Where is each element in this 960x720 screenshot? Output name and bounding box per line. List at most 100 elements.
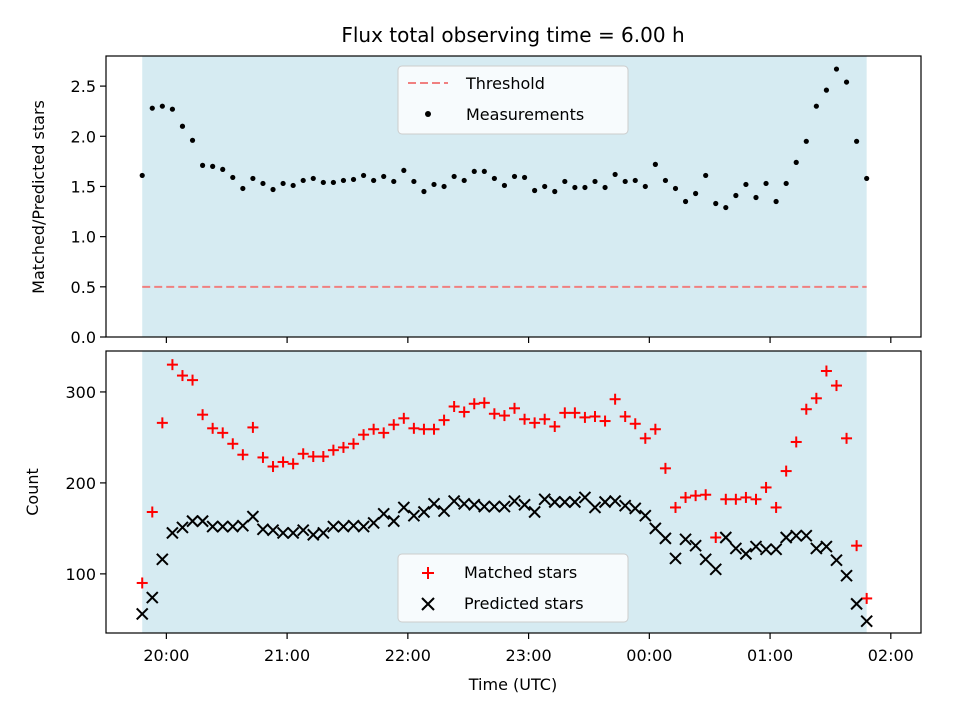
predicted-star-point — [548, 495, 561, 509]
predicted-star-point — [729, 542, 743, 555]
predicted-star-point — [608, 494, 622, 508]
matched-star-point — [217, 427, 229, 439]
predicted-star-point — [176, 521, 189, 534]
predicted-star-point — [558, 495, 572, 509]
predicted-star-point — [468, 498, 481, 511]
bottom-y-tick-label: 100 — [65, 565, 96, 584]
measurement-point — [381, 173, 387, 180]
measurement-point — [864, 175, 870, 182]
measurement-point — [612, 171, 618, 178]
matched-star-point — [841, 432, 853, 444]
matched-star-point — [247, 421, 259, 433]
x-tick-label: 01:00 — [747, 646, 793, 665]
measurement-point — [552, 188, 558, 195]
legend-measurements-label: Measurements — [466, 105, 584, 124]
measurement-point — [592, 178, 598, 185]
top-y-tick-label: 2.5 — [71, 77, 96, 96]
x-tick-label: 22:00 — [385, 646, 431, 665]
top-y-tick-label: 2.0 — [71, 127, 96, 146]
top-y-axis-label: Matched/Predicted stars — [29, 100, 48, 294]
top-legend: Threshold Measurements — [397, 65, 629, 135]
matched-star-point — [760, 481, 772, 493]
matched-star-point — [458, 406, 470, 418]
bottom-y-tick-label: 300 — [65, 383, 96, 402]
measurement-point — [290, 182, 296, 189]
legend-matched-swatch — [422, 567, 434, 579]
predicted-star-point — [437, 504, 451, 518]
measurement-point — [753, 194, 759, 201]
measurement-point — [371, 177, 377, 184]
measurement-point — [813, 103, 819, 109]
measurement-point — [773, 198, 779, 205]
predicted-star-point — [377, 507, 390, 521]
matched-star-point — [579, 411, 591, 423]
bottom-legend-box — [397, 553, 629, 623]
matched-star-point — [659, 462, 671, 474]
predicted-star-point — [286, 526, 300, 540]
measurement-point — [149, 105, 155, 111]
predicted-star-point — [447, 494, 461, 508]
measurement-point — [803, 138, 809, 144]
predicted-star-point — [669, 552, 682, 565]
predicted-star-point — [629, 502, 642, 515]
legend-measurements-swatch — [425, 111, 431, 117]
predicted-star-point — [508, 494, 521, 508]
matched-star-point — [790, 436, 802, 448]
measurement-point — [210, 163, 216, 169]
matched-star-point — [569, 407, 581, 419]
measurement-point — [703, 172, 709, 179]
matched-star-point — [237, 449, 249, 461]
predicted-star-point — [518, 498, 531, 511]
predicted-star-point — [297, 523, 310, 537]
predicted-star-point — [810, 542, 823, 555]
matched-star-point — [358, 429, 370, 441]
legend-predicted-swatch — [421, 597, 435, 611]
bottom-plot-frame — [105, 350, 922, 634]
measurement-point — [642, 183, 648, 190]
bottom-panel: 100 200 300 20:00 21:00 22:00 23:00 00:00 01:00… — [23, 350, 922, 694]
predicted-star-point — [136, 607, 149, 621]
measurement-point — [179, 123, 186, 129]
measurement-point — [521, 174, 528, 181]
matched-stars-series — [136, 359, 873, 604]
predicted-star-point — [538, 493, 551, 506]
predicted-star-point — [146, 591, 159, 604]
predicted-star-point — [820, 540, 833, 553]
predicted-star-point — [709, 563, 722, 576]
measurement-point — [682, 198, 689, 205]
matched-star-point — [639, 432, 651, 444]
predicted-star-point — [840, 569, 853, 582]
x-tick-label: 20:00 — [143, 646, 189, 665]
matched-star-point — [176, 370, 188, 382]
matched-star-point — [368, 423, 380, 435]
matched-star-point — [498, 410, 510, 422]
predicted-star-point — [850, 597, 863, 611]
predicted-star-point — [639, 509, 652, 522]
top-plot-frame — [105, 55, 922, 338]
predicted-star-point — [417, 505, 431, 519]
measurement-point — [391, 178, 397, 185]
predicted-star-point — [347, 519, 360, 532]
measurement-point — [652, 161, 658, 167]
matched-star-point — [398, 412, 410, 424]
top-panel: 0.0 0.5 1.0 1.5 2.0 2.5 Flux total observing … — [29, 23, 922, 347]
measurement-point — [723, 204, 729, 211]
bottom-y-axis-ticks: 100 200 300 — [65, 383, 106, 584]
predicted-star-point — [779, 531, 793, 544]
predicted-star-point — [206, 520, 219, 533]
predicted-star-point — [618, 499, 632, 512]
bottom-legend: Matched stars Predicted stars — [397, 553, 629, 623]
matched-star-point — [478, 397, 490, 409]
measurement-point — [310, 175, 316, 182]
matched-star-point — [549, 421, 561, 433]
matched-star-point — [207, 422, 219, 434]
matched-star-point — [750, 493, 762, 505]
measurement-point — [481, 168, 487, 175]
predicted-star-point — [457, 497, 471, 511]
measurement-point — [793, 159, 799, 165]
measurement-point — [300, 177, 306, 184]
measurement-point — [532, 187, 538, 194]
matched-star-point — [629, 418, 641, 430]
top-y-tick-label: 0.0 — [71, 328, 96, 347]
